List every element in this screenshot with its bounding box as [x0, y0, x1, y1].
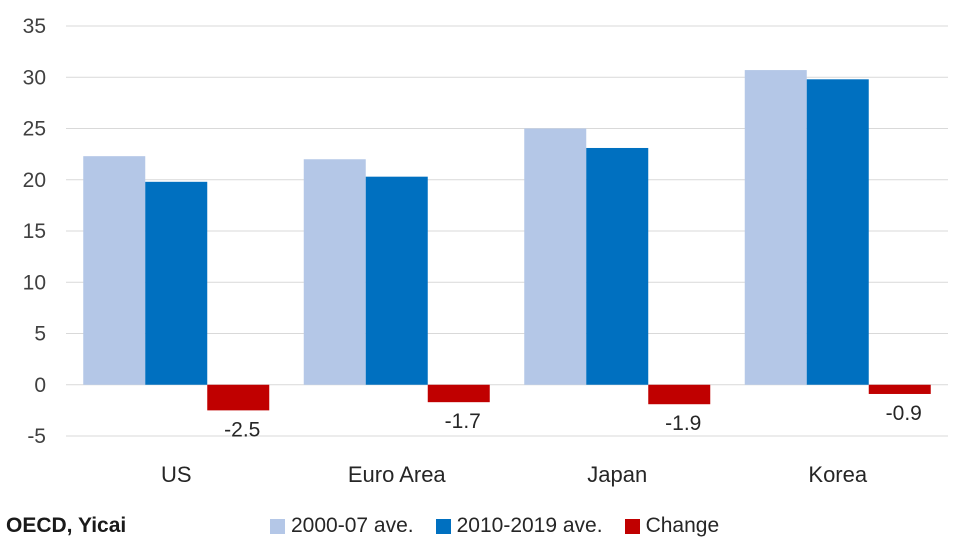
source-note: OECD, Yicai — [6, 514, 127, 537]
y-tick-label: 5 — [34, 323, 46, 346]
bar-chart: -5 0 5 10 15 20 25 30 35 -2.5 -1.7 -1.9 -0.9 US Euro… — [23, 15, 948, 487]
y-tick-label: 10 — [23, 271, 46, 294]
y-tick-label: -5 — [27, 425, 46, 448]
x-category-label: Korea — [808, 462, 867, 487]
bar-change — [868, 384, 931, 394]
legend-label: 2000-07 ave. — [291, 514, 414, 537]
bar-change — [648, 384, 711, 405]
data-label: -2.5 — [224, 418, 260, 441]
legend-swatch — [624, 518, 640, 534]
x-category-label: US — [161, 462, 192, 487]
y-tick-label: 35 — [23, 15, 46, 38]
legend: 2000-07 ave. 2010-2019 ave. Change — [270, 514, 741, 538]
y-tick-label: 15 — [23, 220, 46, 243]
bar-2010-2019-ave- — [365, 176, 428, 385]
y-tick-label: 30 — [23, 66, 46, 89]
legend-label: 2010-2019 ave. — [456, 514, 603, 537]
legend-swatch — [270, 518, 285, 534]
legend-label: Change — [645, 514, 720, 537]
legend-item: 2010-2019 ave. — [435, 514, 603, 538]
x-category-label: Japan — [587, 462, 647, 487]
bars — [83, 70, 931, 411]
bar-2010-2019-ave- — [586, 147, 649, 385]
bar-2000-07-ave- — [744, 70, 807, 385]
data-labels: -2.5 -1.7 -1.9 -0.9 — [224, 402, 922, 441]
data-label: -0.9 — [886, 402, 922, 425]
legend-item: Change — [624, 514, 720, 538]
legend-item: 2000-07 ave. — [270, 514, 414, 538]
bar-2010-2019-ave- — [145, 181, 208, 385]
bar-2000-07-ave- — [83, 156, 146, 385]
data-label: -1.7 — [445, 410, 481, 433]
y-tick-label: 25 — [23, 118, 46, 141]
y-tick-label: 0 — [34, 374, 46, 397]
legend-swatch — [435, 518, 451, 534]
y-axis-ticks: -5 0 5 10 15 20 25 30 35 — [23, 15, 46, 448]
bar-2000-07-ave- — [303, 159, 366, 385]
bar-change — [207, 384, 270, 411]
bar-2010-2019-ave- — [806, 79, 869, 385]
bar-change — [427, 384, 490, 403]
bar-2000-07-ave- — [524, 128, 587, 385]
y-tick-label: 20 — [23, 169, 46, 192]
x-axis-categories: US Euro Area Japan Korea — [161, 462, 868, 487]
data-label: -1.9 — [665, 412, 701, 435]
x-category-label: Euro Area — [348, 462, 447, 487]
